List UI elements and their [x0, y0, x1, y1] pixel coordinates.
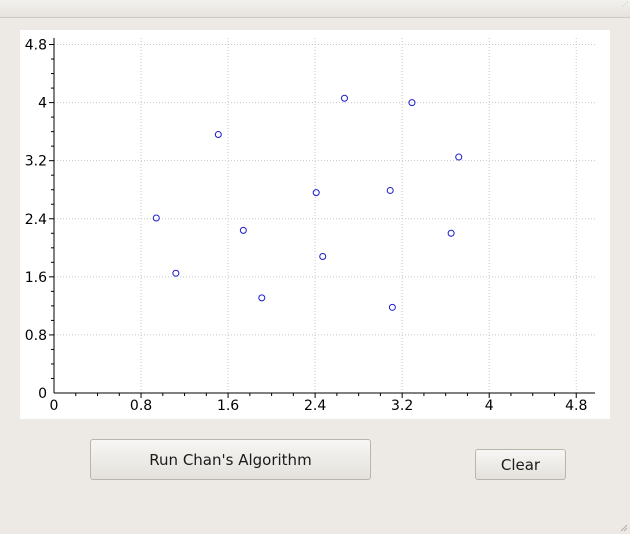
- data-point: [239, 226, 247, 234]
- data-point: [214, 131, 222, 139]
- y-tick-label: 0.8: [25, 328, 47, 344]
- x-tick-label: 0: [50, 398, 59, 414]
- window-title-bar: ⋰: [0, 0, 630, 18]
- resize-corner-icon: ⋰: [622, 1, 628, 8]
- data-point: [258, 294, 266, 302]
- resize-grip-icon[interactable]: [618, 522, 628, 532]
- data-point: [152, 214, 160, 222]
- x-tick-label: 4: [485, 398, 494, 414]
- data-point: [172, 269, 180, 277]
- data-point: [312, 189, 320, 197]
- data-point: [447, 229, 455, 237]
- clear-button[interactable]: Clear: [475, 449, 566, 480]
- scatter-plot[interactable]: 00 0.8 0.8 1.6 1.6 2.4 2.4 3.2 3.2 4 4 4.8 4.8: [20, 30, 610, 419]
- plot-panel[interactable]: 0 0 0.8 0.8 1.6 1.6 2.4 2.4 3.2 3.2 4 4 4.8 4.8: [20, 30, 610, 419]
- y-tick-label: 3.2: [25, 154, 47, 170]
- data-point: [388, 303, 396, 311]
- x-tick-label: 4.8: [565, 398, 587, 414]
- data-point: [386, 186, 394, 194]
- y-tick-label: 4.8: [25, 38, 47, 54]
- y-tick-label: 1.6: [25, 270, 47, 286]
- y-tick-label: 0: [38, 386, 47, 402]
- data-point: [408, 99, 416, 107]
- x-tick-label: 0.8: [130, 398, 152, 414]
- x-tick-label: 2.4: [304, 398, 326, 414]
- data-point: [340, 94, 348, 102]
- x-tick-label: 3.2: [391, 398, 413, 414]
- y-tick-label: 4: [38, 96, 47, 112]
- run-chans-algorithm-button[interactable]: Run Chan's Algorithm: [90, 439, 371, 480]
- data-point: [319, 253, 327, 261]
- y-tick-label: 2.4: [25, 212, 47, 228]
- data-point: [455, 153, 463, 161]
- x-tick-label: 1.6: [217, 398, 239, 414]
